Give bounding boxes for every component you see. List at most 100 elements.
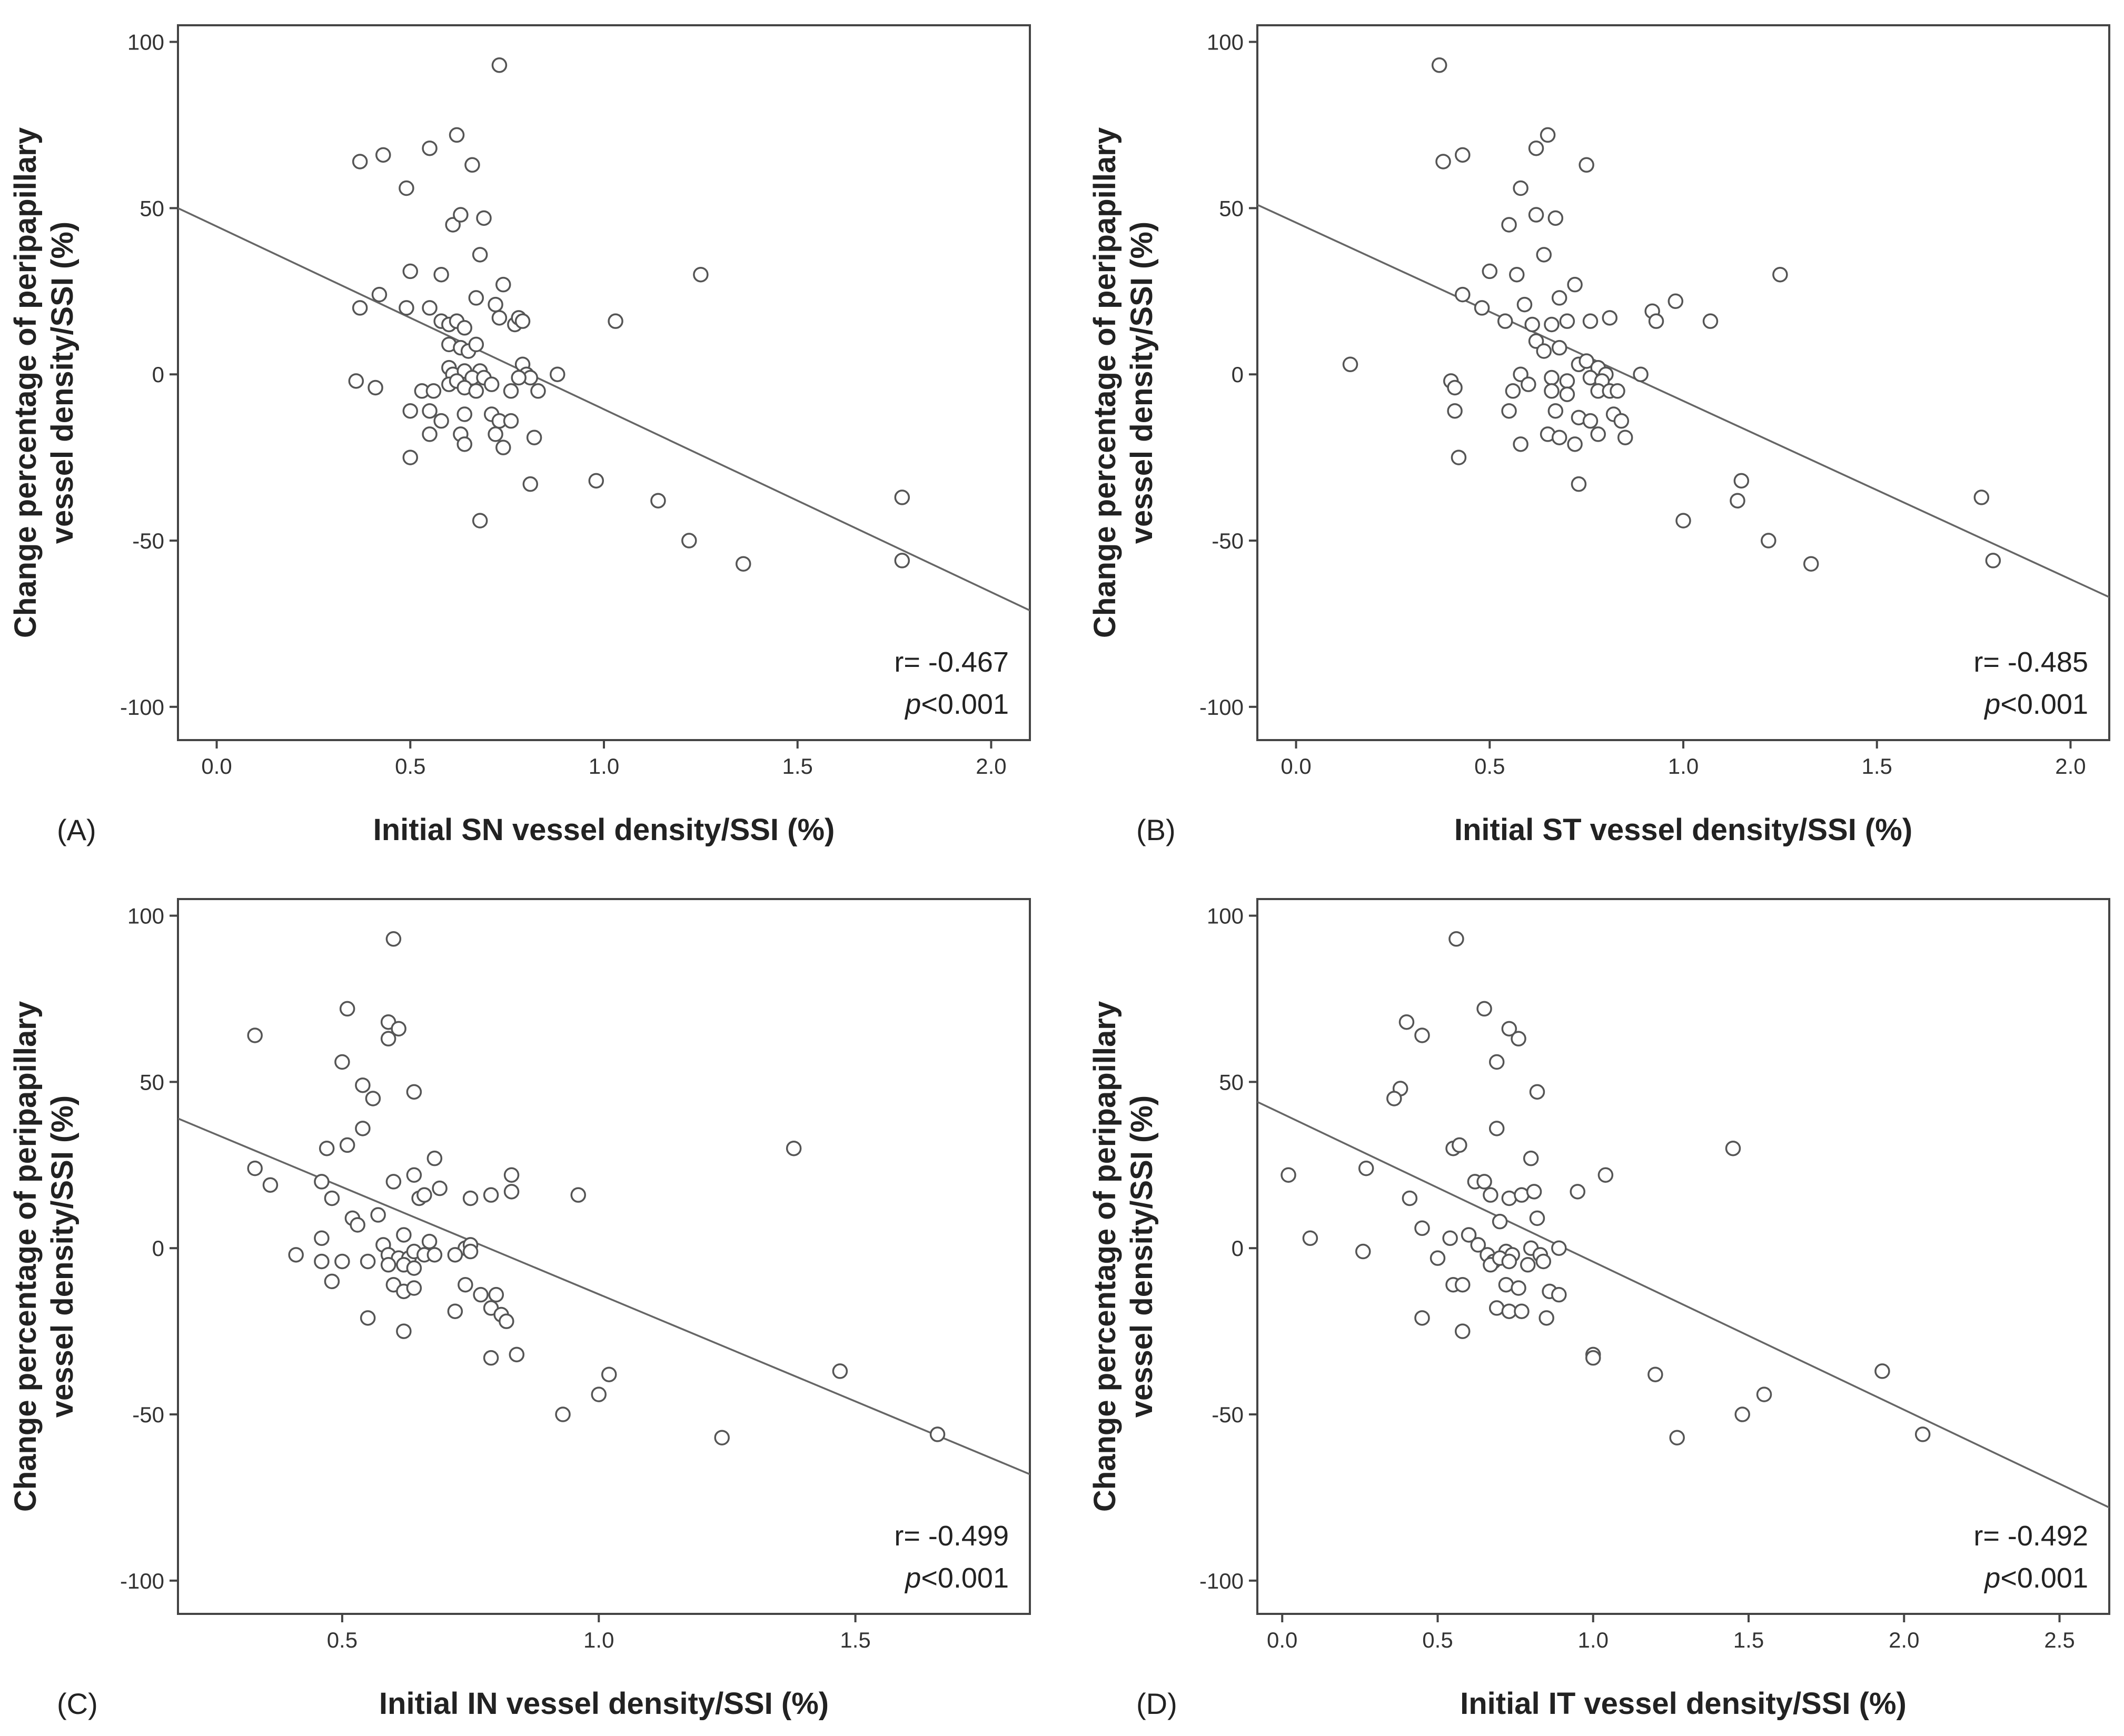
data-point (1414, 1027, 1430, 1043)
data-point (1511, 1280, 1526, 1296)
data-point (1668, 293, 1684, 310)
data-point (1461, 1227, 1477, 1243)
data-point (1505, 383, 1521, 399)
x-tick-label: 2.5 (2044, 1628, 2075, 1652)
data-point (1488, 1121, 1505, 1136)
data-point (1528, 207, 1544, 223)
data-point (1535, 1253, 1552, 1270)
data-point (1617, 430, 1633, 445)
data-point (1521, 376, 1536, 392)
data-point (1528, 333, 1544, 349)
data-point (1509, 266, 1525, 283)
y-axis-title-line2: vessel density/SSI (%) (1125, 222, 1159, 544)
data-point (1482, 263, 1498, 280)
data-point (1730, 493, 1745, 508)
data-point (1501, 217, 1517, 233)
data-point (1570, 1184, 1585, 1200)
data-point (511, 370, 527, 386)
data-point (1455, 147, 1471, 163)
data-point (1476, 1174, 1492, 1190)
x-tick-label: 1.0 (1578, 1628, 1609, 1652)
data-point (483, 1350, 499, 1366)
data-point (1602, 310, 1618, 326)
data-point (324, 1190, 340, 1206)
y-tick-label: -50 (1212, 1402, 1244, 1427)
data-point (314, 1174, 330, 1190)
data-point (1514, 1187, 1530, 1203)
panel-b: 100 50 0 -50 -100 0.0 0.5 1.0 1.5 2.0 r= -0.485 p<0… (1088, 24, 2110, 847)
data-point (456, 436, 472, 452)
data-point (1772, 266, 1788, 283)
y-tick-label: -50 (132, 1402, 164, 1427)
data-point (1511, 1031, 1526, 1047)
data-point (402, 403, 419, 419)
data-point (1536, 343, 1552, 359)
x-axis-title: Initial ST vessel density/SSI (%) (1454, 813, 1912, 847)
data-point (1613, 413, 1630, 429)
data-point (1483, 1187, 1498, 1203)
data-point (1547, 210, 1564, 226)
regression-line (1257, 204, 2109, 598)
data-point (1567, 276, 1583, 293)
data-point (1501, 1021, 1517, 1037)
data-point (422, 300, 438, 316)
x-tick-label: 2.0 (976, 754, 1006, 779)
p-value: p<0.001 (904, 1562, 1009, 1594)
data-point (681, 533, 697, 548)
data-point (1551, 1286, 1567, 1303)
x-tick-label: 2.0 (1889, 1628, 1919, 1652)
data-point (1447, 403, 1463, 419)
p-value: p<0.001 (1983, 1562, 2088, 1594)
regression-line (1257, 1101, 2109, 1509)
data-point (422, 140, 438, 156)
data-point (650, 493, 666, 508)
data-point (1501, 1190, 1517, 1206)
y-axis-title-line2: vessel density/SSI (%) (45, 1095, 80, 1418)
data-point (549, 366, 565, 382)
y-axis-title-line1: Change percentage of peripapillary (8, 1001, 43, 1512)
data-point (385, 931, 402, 947)
data-point (1985, 553, 2001, 568)
data-point (399, 300, 414, 316)
data-point (339, 1137, 355, 1153)
data-point (1524, 316, 1540, 333)
correlation-r: r= -0.485 (1973, 646, 2088, 678)
data-point (352, 154, 368, 169)
data-point (1402, 1190, 1418, 1206)
data-point (1559, 386, 1575, 402)
data-point (1302, 1230, 1318, 1246)
x-tick-label: 1.5 (840, 1628, 870, 1652)
data-point (1528, 140, 1544, 156)
data-point (503, 413, 519, 429)
y-tick-label: 100 (1207, 904, 1244, 929)
data-point (468, 336, 484, 353)
y-tick-label: -100 (1199, 695, 1244, 720)
data-point (426, 1247, 443, 1263)
data-point (350, 1217, 365, 1233)
data-point (432, 1180, 448, 1196)
plot-frame (177, 898, 1031, 1615)
data-point (1803, 556, 1819, 572)
data-point (1342, 356, 1358, 373)
data-point (425, 383, 442, 399)
data-point (402, 450, 419, 465)
data-point (1513, 366, 1529, 382)
data-point (462, 1190, 479, 1206)
data-point (1675, 513, 1691, 528)
data-point (402, 263, 419, 280)
data-point (247, 1160, 263, 1176)
p-value-symbol: p (1983, 689, 2000, 720)
data-point (453, 207, 469, 223)
data-point (1648, 313, 1664, 329)
data-point (473, 1286, 489, 1303)
data-point (1551, 1240, 1567, 1256)
data-point (483, 376, 500, 392)
x-axis-title: Initial IT vessel density/SSI (%) (1460, 1687, 1907, 1721)
data-point (608, 313, 623, 329)
data-point (1914, 1426, 1931, 1442)
data-point (1544, 370, 1560, 386)
x-tick-label: 1.0 (1668, 754, 1699, 779)
y-axis-title-line2: vessel density/SSI (%) (45, 222, 80, 544)
